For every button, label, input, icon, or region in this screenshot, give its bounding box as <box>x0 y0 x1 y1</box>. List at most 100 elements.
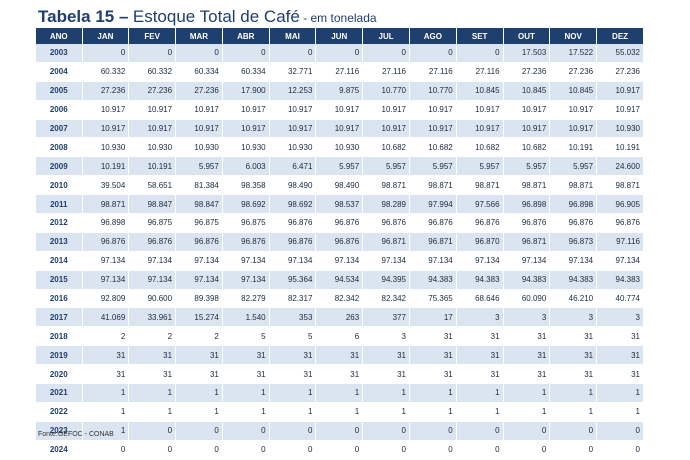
table-row: 2009 10.191 10.191 5.957 6.003 6.471 5.957 5.95… <box>36 156 644 177</box>
stock-cell: 31 <box>315 364 364 385</box>
stock-cell: 10.917 <box>82 100 130 120</box>
table-title-prefix: Tabela 15 – <box>38 7 129 26</box>
stock-cell: 10.682 <box>503 137 551 158</box>
stock-cell: 94.534 <box>315 270 364 290</box>
stock-cell: 27.236 <box>503 62 551 82</box>
stock-cell: 46.210 <box>549 289 598 309</box>
table-row: 2011 98.871 98.847 98.847 98.692 98.692 98.537… <box>36 194 644 215</box>
stock-cell: 1 <box>362 402 410 422</box>
stock-cell: 31 <box>503 326 551 347</box>
stock-cell: 6.003 <box>222 156 270 177</box>
stock-cell: 0 <box>175 421 223 441</box>
year-cell: 2024 <box>36 440 83 460</box>
stock-cell: 98.871 <box>362 175 410 196</box>
stock-cell: 1 <box>315 402 364 422</box>
stock-cell: 98.847 <box>175 194 223 215</box>
stock-cell: 31 <box>456 326 504 347</box>
stock-cell: 10.917 <box>503 119 551 139</box>
stock-cell: 1 <box>503 402 551 422</box>
column-header-jan: JAN <box>82 28 130 44</box>
stock-cell: 1 <box>128 402 177 422</box>
stock-cell: 31 <box>456 345 504 366</box>
stock-cell: 97.134 <box>549 251 598 271</box>
stock-cell: 10.917 <box>549 119 598 139</box>
table-row: 2020 31 31 31 31 31 31 31 31 31 31 31 31 <box>36 364 644 385</box>
stock-cell: 31 <box>82 345 130 366</box>
stock-cell: 31 <box>128 345 177 366</box>
stock-cell: 97.116 <box>596 232 644 252</box>
column-header-out: OUT <box>503 28 551 44</box>
stock-cell: 96.876 <box>362 213 410 233</box>
source-note: Fonte:GEFOC - CONAB <box>38 431 114 438</box>
stock-cell: 10.930 <box>82 137 130 158</box>
table-row: 2022 1 1 1 1 1 1 1 1 1 1 1 1 <box>36 402 644 422</box>
stock-cell: 98.490 <box>269 175 317 196</box>
stock-cell: 98.490 <box>315 175 364 196</box>
year-cell: 2021 <box>36 383 83 403</box>
stock-cell: 60.332 <box>128 62 177 82</box>
stock-cell: 97.134 <box>82 251 130 271</box>
stock-cell: 96.876 <box>315 232 364 252</box>
stock-cell: 94.383 <box>503 270 551 290</box>
table-row: 2019 31 31 31 31 31 31 31 31 31 31 31 31 <box>36 345 644 366</box>
stock-cell: 98.692 <box>222 194 270 215</box>
table-row: 2005 27.236 27.236 27.236 17.900 12.253 9.875 1… <box>36 81 644 101</box>
stock-cell: 17.522 <box>549 44 598 63</box>
stock-cell: 31 <box>269 364 317 385</box>
stock-cell: 27.236 <box>82 81 130 101</box>
stock-cell: 96.876 <box>456 213 504 233</box>
stock-cell: 96.876 <box>269 232 317 252</box>
stock-cell: 3 <box>456 307 504 328</box>
stock-cell: 1 <box>456 402 504 422</box>
stock-cell: 5.957 <box>175 156 223 177</box>
table-row: 2021 1 1 1 1 1 1 1 1 1 1 1 1 <box>36 383 644 403</box>
stock-cell: 31 <box>503 364 551 385</box>
stock-cell: 96.898 <box>82 213 130 233</box>
stock-cell: 10.917 <box>128 100 177 120</box>
stock-cell: 10.917 <box>596 81 644 101</box>
stock-cell: 31 <box>596 326 644 347</box>
stock-cell: 1 <box>269 402 317 422</box>
stock-cell: 97.134 <box>222 251 270 271</box>
stock-cell: 98.871 <box>82 194 130 215</box>
stock-cell: 31 <box>269 345 317 366</box>
stock-cell: 10.917 <box>456 100 504 120</box>
stock-cell: 10.917 <box>362 119 410 139</box>
table-header-row: ANO JAN FEV MAR ABR MAI JUN JUL AGO SET OUT NOV DEZ <box>36 28 644 44</box>
stock-cell: 10.917 <box>175 119 223 139</box>
stock-cell: 10.917 <box>269 100 317 120</box>
stock-cell: 89.398 <box>175 289 223 309</box>
stock-cell: 96.875 <box>128 213 177 233</box>
stock-cell: 0 <box>456 440 504 460</box>
stock-cell: 96.876 <box>409 213 457 233</box>
stock-cell: 97.566 <box>456 194 504 215</box>
stock-cell: 0 <box>362 44 410 63</box>
stock-cell: 10.682 <box>409 137 457 158</box>
stock-cell: 1 <box>82 421 130 441</box>
year-cell: 2023 <box>36 421 83 441</box>
stock-cell: 0 <box>222 44 270 63</box>
stock-cell: 96.876 <box>82 232 130 252</box>
stock-cell: 1 <box>82 402 130 422</box>
stock-cell: 10.770 <box>362 81 410 101</box>
table-row: 2012 96.898 96.875 96.875 96.875 96.876 96.876… <box>36 213 644 233</box>
stock-cell: 10.191 <box>549 137 598 158</box>
stock-cell: 96.876 <box>269 213 317 233</box>
stock-cell: 10.930 <box>315 137 364 158</box>
stock-cell: 27.116 <box>456 62 504 82</box>
stock-cell: 31 <box>82 364 130 385</box>
stock-cell: 27.116 <box>409 62 457 82</box>
stock-cell: 0 <box>269 421 317 441</box>
stock-cell: 0 <box>128 440 177 460</box>
table-row: 2007 10.917 10.917 10.917 10.917 10.917 10.917… <box>36 119 644 139</box>
stock-cell: 5.957 <box>315 156 364 177</box>
stock-cell: 0 <box>596 421 644 441</box>
stock-cell: 0 <box>456 421 504 441</box>
year-cell: 2012 <box>36 213 83 233</box>
stock-cell: 0 <box>269 44 317 63</box>
stock-cell: 94.383 <box>456 270 504 290</box>
stock-cell: 0 <box>456 44 504 63</box>
stock-cell: 0 <box>315 44 364 63</box>
stock-cell: 10.917 <box>175 100 223 120</box>
stock-cell: 10.191 <box>596 137 644 158</box>
